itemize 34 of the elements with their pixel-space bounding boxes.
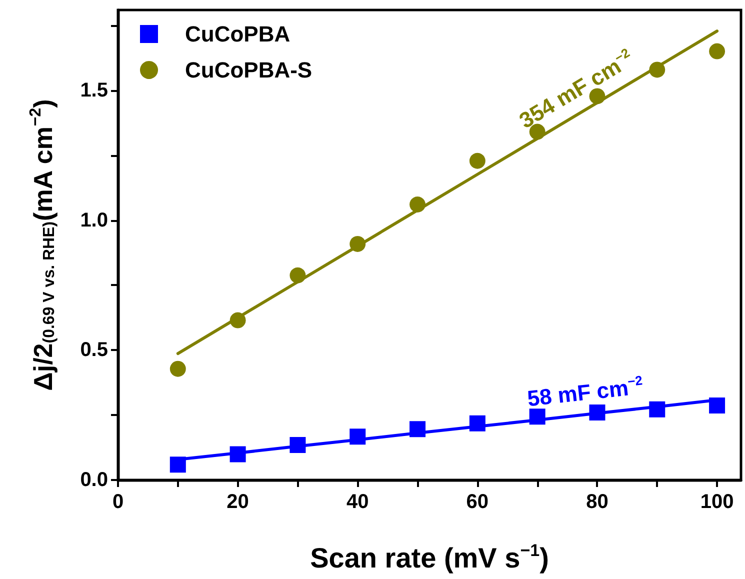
y-axis-title: Δj/2(0.69 V vs. RHE)(mA cm−2)	[28, 99, 58, 391]
x-tick-label: 40	[346, 491, 369, 513]
point	[230, 446, 246, 462]
point	[709, 397, 726, 414]
y-tick-label: 1.0	[80, 209, 108, 232]
point	[290, 436, 306, 453]
x-tick-label: 100	[700, 491, 734, 513]
point	[410, 421, 426, 438]
point	[230, 312, 246, 328]
y-tick-label: 0.0	[80, 469, 108, 491]
annotation: 58 mF cm−2	[526, 372, 644, 412]
point	[709, 43, 726, 60]
point	[589, 404, 606, 420]
point	[589, 88, 606, 104]
x-tick-label: 60	[466, 491, 489, 513]
point	[350, 236, 366, 252]
point	[170, 360, 186, 377]
annotation: 354 mF cm−2	[514, 45, 632, 134]
point	[529, 408, 546, 425]
point	[170, 456, 186, 473]
point	[410, 196, 426, 212]
point	[350, 428, 366, 445]
y-tick-label: 1.5	[80, 79, 108, 102]
legend-label: CuCoPBA-S	[185, 58, 312, 82]
point	[290, 267, 306, 284]
point	[469, 415, 486, 432]
point	[649, 401, 666, 418]
point	[649, 62, 666, 78]
x-tick-label: 80	[586, 491, 608, 513]
point	[469, 152, 486, 169]
legend-label: CuCoPBA	[185, 22, 290, 46]
x-tick-label: 20	[226, 491, 249, 513]
y-tick-label: 0.5	[80, 339, 108, 362]
x-tick-label: 0	[112, 491, 124, 513]
